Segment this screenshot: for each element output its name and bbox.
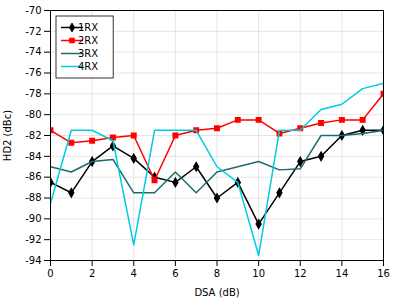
svg-text:4: 4 bbox=[131, 268, 137, 279]
svg-text:8: 8 bbox=[214, 268, 220, 279]
svg-text:3RX: 3RX bbox=[78, 48, 98, 59]
svg-text:DSA (dB): DSA (dB) bbox=[194, 287, 239, 298]
svg-text:6: 6 bbox=[172, 268, 178, 279]
svg-text:2: 2 bbox=[89, 268, 95, 279]
svg-text:-80: -80 bbox=[25, 109, 41, 120]
svg-text:-92: -92 bbox=[25, 234, 41, 245]
svg-text:-70: -70 bbox=[25, 5, 41, 16]
svg-text:16: 16 bbox=[377, 268, 390, 279]
svg-text:1RX: 1RX bbox=[78, 22, 98, 33]
svg-text:HD2 (dBc): HD2 (dBc) bbox=[2, 110, 13, 161]
svg-text:-76: -76 bbox=[25, 67, 41, 78]
svg-text:-74: -74 bbox=[25, 46, 41, 57]
svg-text:-86: -86 bbox=[25, 171, 41, 182]
svg-text:-84: -84 bbox=[25, 151, 41, 162]
svg-text:0: 0 bbox=[47, 268, 53, 279]
svg-text:-78: -78 bbox=[25, 88, 41, 99]
svg-text:14: 14 bbox=[336, 268, 349, 279]
svg-text:-82: -82 bbox=[25, 130, 41, 141]
svg-text:4RX: 4RX bbox=[78, 61, 98, 72]
svg-text:-72: -72 bbox=[25, 26, 41, 37]
svg-text:2RX: 2RX bbox=[78, 35, 98, 46]
svg-text:-90: -90 bbox=[25, 213, 41, 224]
svg-text:-94: -94 bbox=[25, 255, 41, 266]
svg-text:12: 12 bbox=[294, 268, 307, 279]
svg-text:-88: -88 bbox=[25, 192, 41, 203]
svg-text:10: 10 bbox=[252, 268, 265, 279]
